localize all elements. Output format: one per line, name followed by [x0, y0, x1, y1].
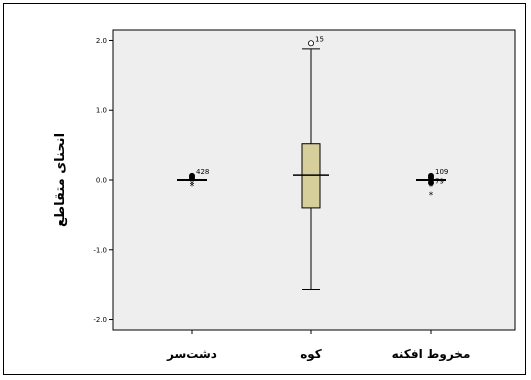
- y-tick-label: 0.0: [96, 177, 107, 185]
- box-1: 428**: [177, 168, 209, 192]
- outlier-point: [307, 40, 314, 47]
- outlier-point: [188, 174, 195, 181]
- x-category-label: کوه: [300, 347, 322, 362]
- outlier-case-label: 79: [435, 178, 444, 186]
- box-2: 15: [293, 35, 329, 291]
- outlier-star: *: [429, 191, 434, 201]
- outlier-case-label: 428: [196, 168, 209, 176]
- y-tick-label: -2.0: [93, 316, 107, 324]
- outlier-point: [427, 174, 434, 181]
- y-axis-label: انحنای متقاطع: [53, 133, 68, 227]
- outlier-point: [427, 179, 434, 186]
- y-tick-label: -1.0: [93, 246, 107, 254]
- outlier-case-label: 109: [435, 168, 448, 176]
- box-3: 109*79*: [416, 168, 448, 201]
- x-category-labels: دشت‌سر کوه مخروط افکنه: [166, 330, 470, 362]
- x-category-label: دشت‌سر: [166, 347, 217, 361]
- y-tick-label: 1.0: [96, 107, 107, 115]
- x-category-label: مخروط افکنه: [392, 347, 471, 362]
- outlier-star: *: [429, 183, 434, 193]
- y-axis: 2.0 1.0 0.0 -1.0 -2.0: [93, 37, 113, 324]
- outlier-case-label: 15: [315, 35, 324, 43]
- y-tick-label: 2.0: [96, 37, 107, 45]
- outlier-star: *: [190, 182, 195, 192]
- outlier-star: *: [190, 180, 195, 190]
